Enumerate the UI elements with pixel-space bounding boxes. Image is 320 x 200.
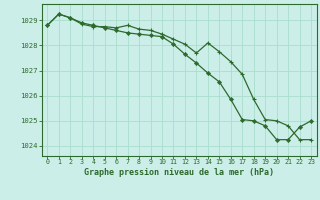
X-axis label: Graphe pression niveau de la mer (hPa): Graphe pression niveau de la mer (hPa)	[84, 168, 274, 177]
